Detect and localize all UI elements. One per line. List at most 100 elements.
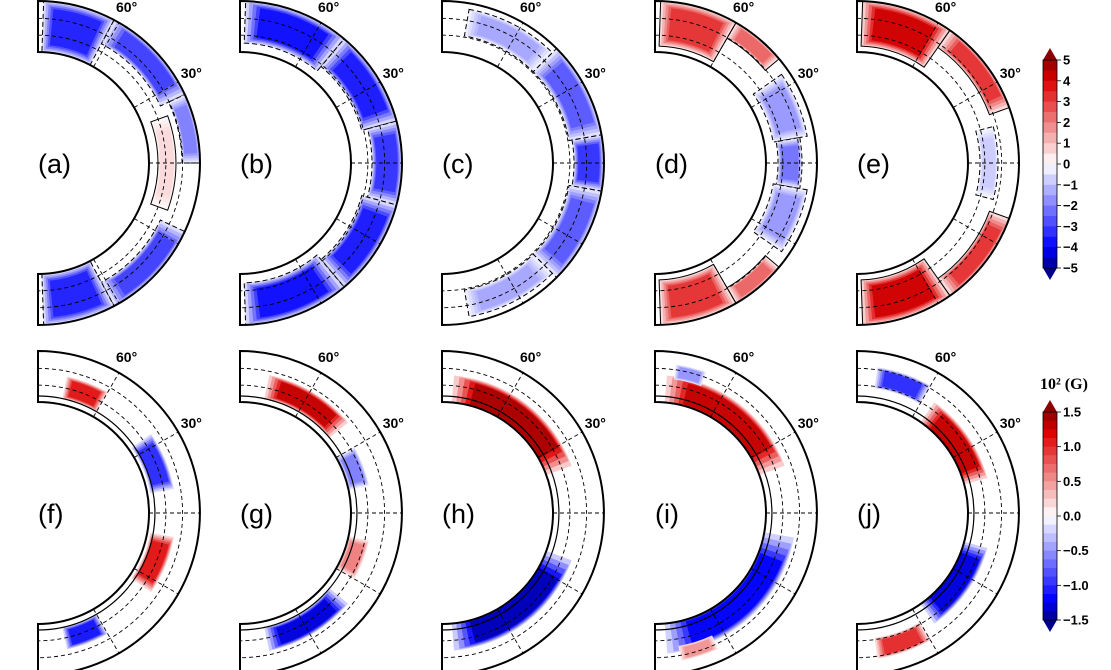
latitude-label-60: 60° <box>116 349 137 365</box>
colorbar-tick-label: −3 <box>1063 219 1078 234</box>
colorbar-tick-label: −0.5 <box>1063 543 1089 558</box>
latitude-line <box>537 431 583 458</box>
field-layer <box>451 375 572 651</box>
shell-background <box>442 351 604 670</box>
field-layer <box>49 376 174 650</box>
field-region <box>871 8 936 57</box>
latitude-line <box>335 431 381 458</box>
colorbar-segment <box>1043 559 1057 569</box>
latitude-line <box>537 568 583 595</box>
colorbar-tick-label: 0 <box>1063 157 1070 172</box>
latitude-line <box>335 568 381 595</box>
field-region <box>881 628 922 655</box>
radius-arc <box>857 367 1003 659</box>
shell-outline <box>239 0 403 327</box>
colorbar-tick-label: 4 <box>1063 73 1071 88</box>
latitude-line <box>133 431 179 458</box>
latitude-line <box>750 81 796 108</box>
radius-arc <box>240 367 386 659</box>
latitude-line <box>710 608 737 654</box>
latitude-line <box>133 81 179 108</box>
tachocline-arc <box>857 395 975 631</box>
latitude-line <box>952 568 998 595</box>
panel-i: 60° 30° (i) <box>654 349 819 670</box>
shell-outline <box>654 0 818 327</box>
shell-outline <box>37 349 201 670</box>
colorbar-segment <box>1043 70 1057 82</box>
latitude-line <box>497 22 524 68</box>
colorbar-tick-label: 0.0 <box>1063 509 1081 524</box>
shell-outline <box>441 0 605 327</box>
grid <box>655 17 817 309</box>
field-region <box>332 52 388 119</box>
colorbar-segment <box>1043 481 1057 491</box>
field-region <box>341 541 365 573</box>
grid <box>442 17 604 309</box>
latitude-label-30: 30° <box>585 415 606 431</box>
contour-line <box>167 93 200 164</box>
colorbar-tick-label: 0.5 <box>1063 474 1081 489</box>
shell-outline <box>654 349 818 670</box>
colorbar-segment <box>1043 594 1057 604</box>
panel-j: 60° 30° (j) <box>856 349 1021 670</box>
grid <box>240 17 402 309</box>
grid <box>442 367 604 659</box>
latitude-line <box>952 218 998 245</box>
field-region <box>667 274 724 318</box>
contour-line <box>41 260 115 325</box>
field-region <box>949 223 1002 285</box>
grid <box>857 17 1019 309</box>
row-bottom: 60° 30° (f) 60° 30° (g) 60° 30° (h) 60° 30° (i) 60° 3… <box>37 349 1089 670</box>
colorbar-segment <box>1043 101 1057 113</box>
radius-arc <box>857 17 1003 309</box>
radius-arc <box>442 17 588 309</box>
latitude-line <box>952 81 998 108</box>
latitude-line <box>295 22 322 68</box>
panel-d: 60° 30° (d) <box>654 0 819 327</box>
colorbar-segment <box>1043 533 1057 543</box>
field-region <box>114 233 175 296</box>
colorbar-segment <box>1043 184 1057 196</box>
field-layer <box>243 1 402 325</box>
field-layer <box>860 1 1010 325</box>
colorbar-segment <box>1043 438 1057 448</box>
field-region <box>930 413 980 474</box>
latitude-line <box>952 431 998 458</box>
latitude-line <box>93 258 120 304</box>
tachocline-arc <box>38 395 156 631</box>
grid <box>38 367 200 659</box>
colorbar-segment <box>1043 498 1057 508</box>
panel-label: (j) <box>857 499 881 529</box>
latitude-line <box>537 218 583 245</box>
colorbar-tick-label: −2 <box>1063 198 1078 213</box>
field-region <box>332 207 388 274</box>
panel-h: 60° 30° (h) <box>441 349 606 670</box>
colorbar-tick-label: 1 <box>1063 136 1070 151</box>
latitude-label-30: 30° <box>1000 65 1021 81</box>
panel-label: (b) <box>240 149 273 179</box>
latitude-line <box>295 608 322 654</box>
colorbar-extend-top <box>1043 400 1057 412</box>
colorbar-segment <box>1043 446 1057 456</box>
latitude-label-30: 30° <box>798 415 819 431</box>
field-region <box>881 371 922 398</box>
latitude-line <box>750 218 796 245</box>
shell-outline <box>856 349 1020 670</box>
shell-background <box>38 351 200 670</box>
colorbar-segment <box>1043 568 1057 578</box>
shell-outline <box>239 349 403 670</box>
field-region <box>544 197 594 264</box>
colorbar-extend-top <box>1043 48 1057 60</box>
colorbar-tick-label: −1.0 <box>1063 578 1089 593</box>
colorbar-segment <box>1043 550 1057 560</box>
field-region <box>544 62 594 129</box>
latitude-line <box>912 608 939 654</box>
colorbar-segment <box>1043 542 1057 552</box>
colorbar-unit: 10² (G) <box>1040 376 1088 393</box>
colorbar-segment <box>1043 464 1057 474</box>
latitude-line <box>93 372 120 418</box>
latitude-line <box>710 372 737 418</box>
field-layer <box>264 375 370 651</box>
latitude-label-60: 60° <box>733 349 754 365</box>
colorbar-segment <box>1043 247 1057 259</box>
